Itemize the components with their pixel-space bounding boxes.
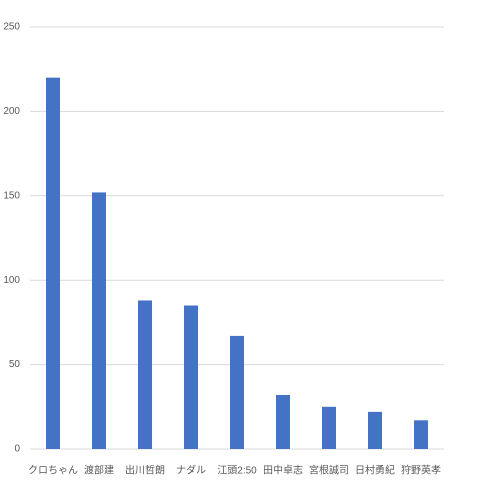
y-tick-label: 0 xyxy=(14,444,20,455)
bar xyxy=(322,406,336,449)
x-tick-label: 出川哲朗 xyxy=(125,464,165,477)
y-tick-label: 50 xyxy=(9,359,21,370)
y-tick-label: 100 xyxy=(3,275,20,286)
x-tick-label: クロちゃん xyxy=(28,465,78,477)
y-tick-label: 150 xyxy=(3,190,20,201)
x-tick-label: ナダル xyxy=(176,464,206,477)
bar xyxy=(138,300,152,449)
bar xyxy=(46,77,60,449)
x-tick-label: 田中卓志 xyxy=(263,464,303,477)
x-tick-label: 狩野英孝 xyxy=(401,464,441,477)
bar xyxy=(230,335,244,449)
bar xyxy=(368,411,382,449)
x-tick-label: 江頭2:50 xyxy=(217,465,257,477)
bar xyxy=(414,420,428,449)
x-tick-label: 宮根誠司 xyxy=(309,464,349,477)
y-tick-label: 250 xyxy=(3,22,20,33)
bar xyxy=(92,192,106,449)
x-tick-label: 渡部建 xyxy=(84,464,114,477)
bar xyxy=(276,394,290,449)
y-tick-label: 200 xyxy=(3,106,20,117)
bar xyxy=(184,305,198,449)
x-tick-label: 日村勇紀 xyxy=(355,464,395,477)
